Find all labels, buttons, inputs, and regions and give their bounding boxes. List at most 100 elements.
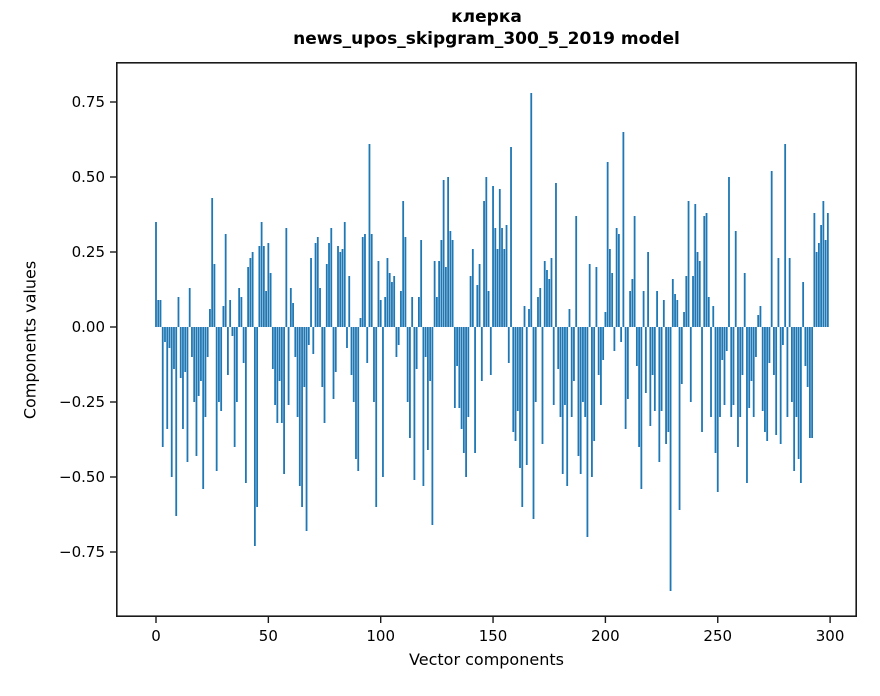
bar xyxy=(179,327,182,378)
x-tick-label: 200 xyxy=(591,627,620,645)
bar xyxy=(543,261,546,327)
bar xyxy=(197,327,200,396)
bar xyxy=(705,213,708,327)
bar xyxy=(665,327,667,444)
bar xyxy=(476,285,479,327)
bar xyxy=(211,198,214,327)
bar xyxy=(521,327,524,507)
bar xyxy=(334,327,337,372)
bar xyxy=(195,327,198,456)
bar xyxy=(719,327,721,417)
bar xyxy=(494,228,497,327)
bar xyxy=(301,327,303,507)
bar xyxy=(233,327,236,447)
bar xyxy=(240,297,243,327)
bar xyxy=(595,267,598,327)
bar xyxy=(667,327,670,432)
bar xyxy=(797,327,800,459)
bar xyxy=(689,327,692,402)
bar xyxy=(534,327,537,402)
y-tick-label: −0.50 xyxy=(59,468,105,486)
bar xyxy=(483,201,485,327)
bar xyxy=(229,300,232,327)
bar xyxy=(260,222,263,327)
bar xyxy=(501,228,503,327)
x-tick-label: 250 xyxy=(703,627,732,645)
bar xyxy=(582,327,584,402)
bar xyxy=(274,327,276,405)
bar xyxy=(552,327,555,405)
bar xyxy=(359,318,362,327)
x-tick-label: 50 xyxy=(259,627,278,645)
bar xyxy=(485,177,488,327)
bar xyxy=(350,327,353,375)
bar xyxy=(460,327,463,429)
bar xyxy=(467,327,470,417)
bar xyxy=(442,180,445,327)
bar xyxy=(600,327,602,405)
bar xyxy=(346,327,348,348)
bar xyxy=(743,273,746,327)
bar xyxy=(193,327,196,402)
bar xyxy=(586,327,589,537)
bar xyxy=(251,252,254,327)
bar xyxy=(429,327,432,381)
bar xyxy=(721,327,724,360)
bar xyxy=(730,327,733,417)
bar xyxy=(355,327,357,459)
bar xyxy=(532,327,535,519)
bar xyxy=(289,288,292,327)
bar xyxy=(739,327,742,417)
bar xyxy=(608,249,611,327)
bar xyxy=(656,291,658,327)
y-tick-label: −0.75 xyxy=(59,543,105,561)
bar xyxy=(316,237,319,327)
bar xyxy=(737,327,739,447)
bar xyxy=(431,327,434,525)
bar xyxy=(824,240,827,327)
bar xyxy=(728,177,730,327)
bar xyxy=(413,327,416,480)
bar xyxy=(811,327,814,438)
bar xyxy=(253,327,256,546)
bar xyxy=(503,249,506,327)
bar xyxy=(768,327,771,363)
bar xyxy=(507,327,510,363)
bar xyxy=(701,327,703,432)
bar xyxy=(779,327,782,444)
x-tick-label: 0 xyxy=(151,627,161,645)
bar xyxy=(435,297,438,327)
bar xyxy=(384,297,387,327)
bar xyxy=(166,327,169,429)
bar xyxy=(402,201,405,327)
bar xyxy=(748,327,751,408)
bar xyxy=(764,327,766,432)
bar xyxy=(498,189,501,327)
bar xyxy=(235,327,238,402)
bar xyxy=(703,216,706,327)
bar xyxy=(530,93,533,327)
y-tick-label: 0.50 xyxy=(72,168,105,186)
bar xyxy=(224,234,227,327)
bar xyxy=(678,327,681,510)
bar xyxy=(512,327,515,432)
bar xyxy=(750,327,753,381)
bar xyxy=(348,276,351,327)
bar xyxy=(647,252,649,327)
bar xyxy=(820,225,823,327)
bar xyxy=(487,291,490,327)
bar xyxy=(182,327,184,429)
bar xyxy=(444,267,447,327)
bar xyxy=(357,327,360,471)
bar xyxy=(815,252,818,327)
bar xyxy=(406,327,409,402)
bar xyxy=(173,327,175,369)
bar xyxy=(788,258,791,327)
bar xyxy=(397,327,400,345)
bar xyxy=(640,327,643,489)
bar xyxy=(710,327,712,417)
bar xyxy=(186,327,189,462)
bar xyxy=(220,327,223,411)
bar xyxy=(822,201,825,327)
